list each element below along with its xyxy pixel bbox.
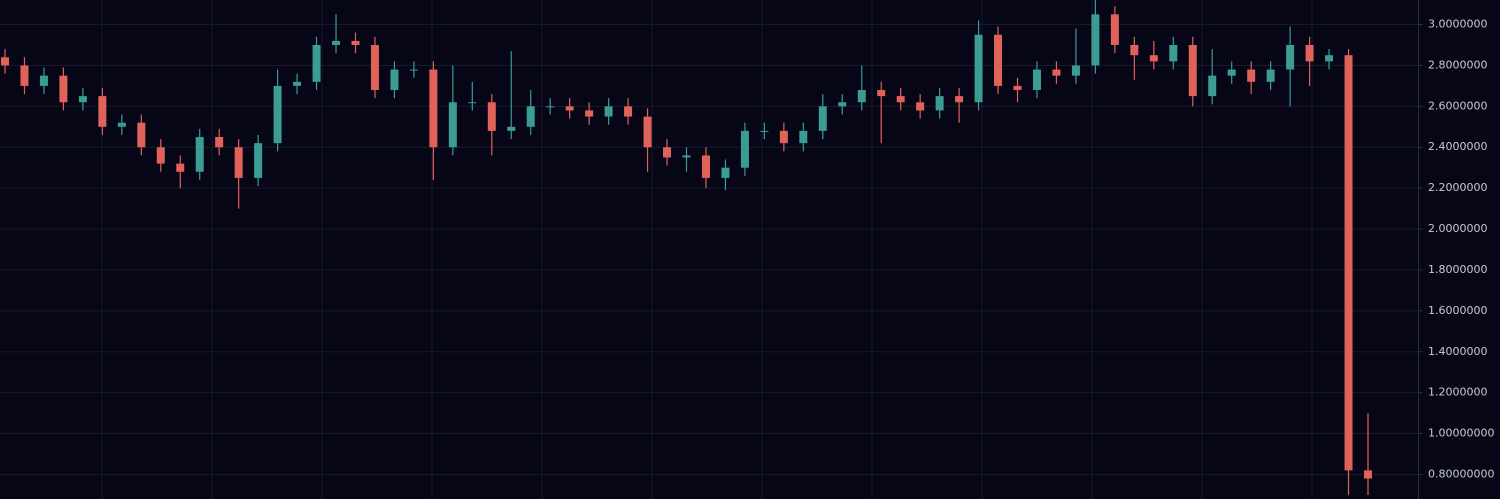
candle-body [682, 155, 691, 158]
candle-body [955, 96, 964, 103]
candle-body [838, 102, 847, 107]
candle-body [818, 106, 827, 131]
candle-body [351, 40, 360, 45]
candle-body [1169, 44, 1178, 62]
candle-body [1110, 14, 1119, 45]
candle-body [546, 106, 555, 108]
candle-body [643, 116, 652, 148]
candle-body [1130, 44, 1139, 56]
candle-body [1013, 85, 1022, 90]
candle-body [877, 89, 886, 97]
candle-body [1, 57, 9, 66]
vertical-grid [101, 0, 1313, 499]
candle-body [390, 69, 399, 90]
candle-body [448, 102, 457, 148]
candle-body [429, 69, 438, 148]
candle-body [1247, 69, 1256, 82]
candle-body [1325, 55, 1334, 62]
candle-body [370, 44, 379, 90]
y-tick-label: 2.0000000 [1428, 222, 1488, 235]
candle-body [624, 106, 633, 117]
candle-body [935, 96, 944, 111]
candle-body [98, 96, 107, 127]
candle-body [526, 106, 535, 127]
candle-body [273, 85, 282, 144]
y-tick-label: 0.80000000 [1428, 467, 1494, 480]
candle-body [585, 110, 594, 117]
candle-body [916, 102, 925, 111]
candle-body [1286, 44, 1295, 70]
y-tick-label: 2.8000000 [1428, 58, 1488, 71]
candle-body [1188, 44, 1197, 97]
candle-body [1344, 55, 1353, 471]
candle-body [799, 130, 808, 144]
candle-body [974, 34, 983, 103]
candle-body [59, 75, 68, 103]
candle-body [1364, 470, 1372, 479]
candle-body [215, 137, 224, 148]
candle-body [994, 34, 1003, 86]
y-tick-label: 2.4000000 [1428, 140, 1488, 153]
candle-body [1052, 69, 1061, 76]
y-tick-label: 1.2000000 [1428, 386, 1488, 399]
candle-body [565, 106, 574, 111]
candle-body [604, 106, 613, 117]
candle-body [39, 75, 48, 86]
candle-body [312, 44, 321, 82]
candle-body [760, 130, 769, 132]
candle-body [507, 126, 516, 131]
candle-body [234, 147, 243, 178]
candle-body [721, 167, 730, 178]
candle-body [1208, 75, 1217, 97]
candle-body [195, 137, 204, 172]
y-tick-label: 1.6000000 [1428, 304, 1488, 317]
candle-body [137, 122, 146, 148]
candle-body [740, 130, 749, 168]
candle-body [20, 65, 29, 86]
candle-body [779, 130, 788, 144]
candle-body [1091, 14, 1100, 66]
y-tick-label: 1.4000000 [1428, 345, 1488, 358]
candle-body [332, 40, 341, 45]
candle-body [254, 143, 263, 178]
candle-body [293, 81, 302, 86]
candle-body [117, 122, 126, 127]
candle-body [1032, 69, 1041, 90]
y-tick-label: 3.0000000 [1428, 18, 1488, 31]
candle-body [409, 69, 418, 71]
y-tick-label: 1.00000000 [1428, 427, 1494, 440]
candle-body [701, 155, 710, 178]
y-tick-label: 2.2000000 [1428, 181, 1488, 194]
candle-body [1071, 65, 1080, 76]
candle-body [176, 163, 185, 172]
candle-body [487, 102, 496, 131]
candle-body [857, 89, 866, 103]
y-tick-label: 2.6000000 [1428, 99, 1488, 112]
candle-body [1227, 69, 1236, 76]
candle-body [468, 102, 477, 104]
candle-body [156, 147, 165, 164]
candle-body [896, 96, 905, 103]
candle-body [1149, 55, 1158, 62]
candle-body [78, 96, 87, 103]
y-tick-label: 1.8000000 [1428, 263, 1488, 276]
candle-body [663, 147, 672, 158]
candle-body [1305, 44, 1314, 62]
candle-body [1266, 69, 1275, 82]
